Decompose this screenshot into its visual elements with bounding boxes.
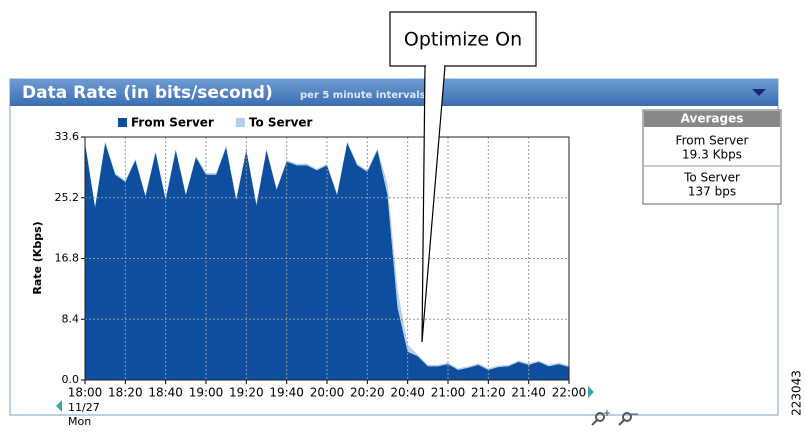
average-name: From Server <box>676 134 749 148</box>
annotation: Optimize On <box>404 29 522 51</box>
y-axis-label: Rate (Kbps) <box>31 221 44 294</box>
y-tick-label: 25.2 <box>55 191 80 204</box>
legend-label: To Server <box>249 116 313 130</box>
averages-header <box>644 111 780 127</box>
x-tick-label: 19:40 <box>269 386 304 400</box>
scroll-left[interactable] <box>56 400 62 412</box>
legend-swatch <box>118 118 127 127</box>
x-tick-label: 19:20 <box>229 386 264 400</box>
y-tick-label: 0.0 <box>62 373 80 386</box>
date-label: 11/27 <box>68 401 100 414</box>
x-tick-label: 19:00 <box>189 386 224 400</box>
panel-subtitle: per 5 minute intervals <box>300 90 426 101</box>
callout-box <box>389 11 537 67</box>
averages-title: Averages <box>681 112 744 126</box>
y-tick-label: 8.4 <box>62 312 80 325</box>
legend-label: From Server <box>131 116 214 130</box>
average-value: 19.3 Kbps <box>682 148 742 162</box>
legend-swatch <box>235 118 245 127</box>
x-tick-label: 21:40 <box>511 386 546 400</box>
x-tick-label: 18:00 <box>68 386 103 400</box>
y-tick-label: 16.8 <box>55 252 80 265</box>
x-tick-label: 20:00 <box>310 386 345 400</box>
panel-title: Data Rate (in bits/second) <box>22 83 273 103</box>
average-value: 137 bps <box>688 185 736 199</box>
x-tick-label: 18:20 <box>108 386 143 400</box>
plot: 0.0 8.4 16.8 25.2 33.6 18:00 18:20 18:40 19:00 19… <box>55 116 587 400</box>
x-tick-label: 22:00 <box>552 386 587 400</box>
menu-toggle[interactable] <box>752 89 766 96</box>
zoom-out[interactable] <box>618 412 638 426</box>
plot-border <box>84 136 570 381</box>
y-tick-label: 33.6 <box>55 130 80 143</box>
x-tick-label: 21:20 <box>471 386 506 400</box>
average-name: To Server <box>683 171 740 185</box>
callout: Optimize On <box>389 11 537 343</box>
figure-id: 223043 <box>790 370 804 416</box>
area <box>85 141 569 370</box>
x-tick-label: 18:40 <box>148 386 183 400</box>
zoom-in[interactable] <box>591 410 610 426</box>
scroll-right[interactable] <box>588 386 594 398</box>
x-tick-label: 21:00 <box>431 386 466 400</box>
averages-box: Averages From Server 19.3 Kbps To Server… <box>642 109 782 205</box>
day-label: Mon <box>68 415 91 428</box>
x-tick-label: 20:40 <box>390 386 425 400</box>
x-tick-label: 20:20 <box>350 386 385 400</box>
panel-header <box>10 79 778 106</box>
